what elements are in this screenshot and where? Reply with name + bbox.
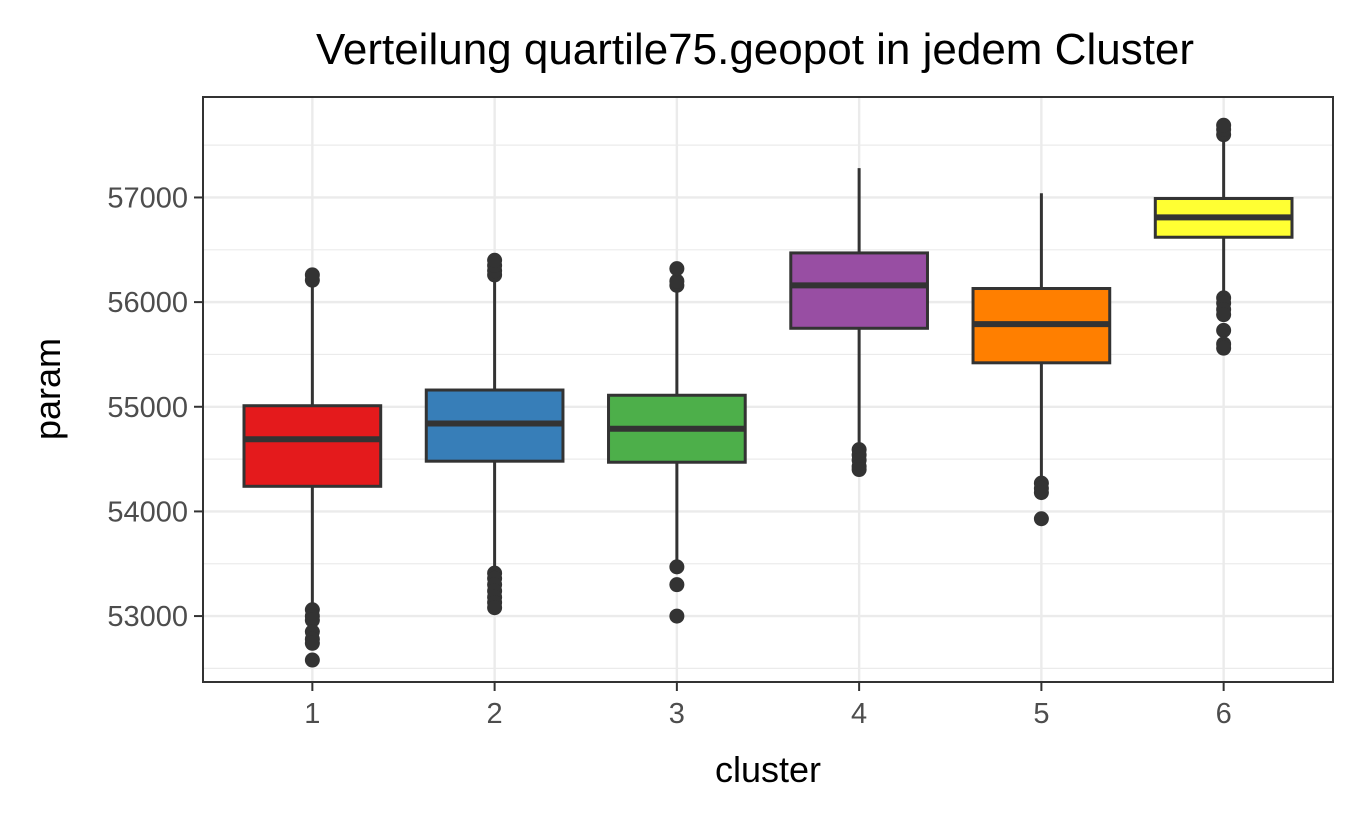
x-axis-title: cluster [715,749,821,790]
outlier-point [669,608,685,624]
outlier-point [1216,340,1232,356]
y-tick-label: 54000 [107,496,188,528]
plot-panel-border [202,96,1334,683]
outlier-point [1216,307,1232,323]
box-cluster-6 [1153,117,1294,356]
box-cluster-4 [789,168,929,478]
x-tick-label: 2 [487,698,503,730]
outlier-point [1216,322,1232,338]
y-tick-label: 56000 [107,287,188,319]
outlier-point [304,612,320,628]
y-tick-label: 57000 [107,182,188,214]
outlier-point [669,559,685,575]
chart-title: Verteilung quartile75.geopot in jedem Cl… [316,25,1194,74]
box-iqr [242,404,383,488]
box-iqr [789,251,929,330]
outlier-point [487,600,503,616]
outlier-point [1033,511,1049,527]
outlier-point [851,462,867,478]
outlier-point [669,273,685,289]
outlier-point [1033,485,1049,501]
x-tick-label: 1 [304,698,320,730]
x-axis: 1 2 3 4 5 6 [304,682,1232,730]
box-series [242,117,1294,668]
outlier-point [304,635,320,651]
plot-panel-background [203,97,1333,682]
outlier-point [669,261,685,277]
x-tick-label: 4 [851,698,867,730]
outlier-point [487,252,503,268]
box-cluster-5 [971,193,1112,527]
y-axis-title: param [27,338,68,440]
x-tick-label: 3 [669,698,685,730]
x-tick-label: 5 [1033,698,1049,730]
outlier-point [669,577,685,593]
outlier-point [304,267,320,283]
x-tick-label: 6 [1216,698,1232,730]
box-cluster-1 [242,267,383,668]
y-tick-label: 55000 [107,392,188,424]
outlier-point [1216,117,1232,133]
y-axis: 53000 54000 55000 56000 57000 [107,182,203,633]
y-tick-label: 53000 [107,601,188,633]
box-cluster-2 [424,252,565,616]
outlier-point [304,652,320,668]
box-cluster-3 [607,261,747,624]
